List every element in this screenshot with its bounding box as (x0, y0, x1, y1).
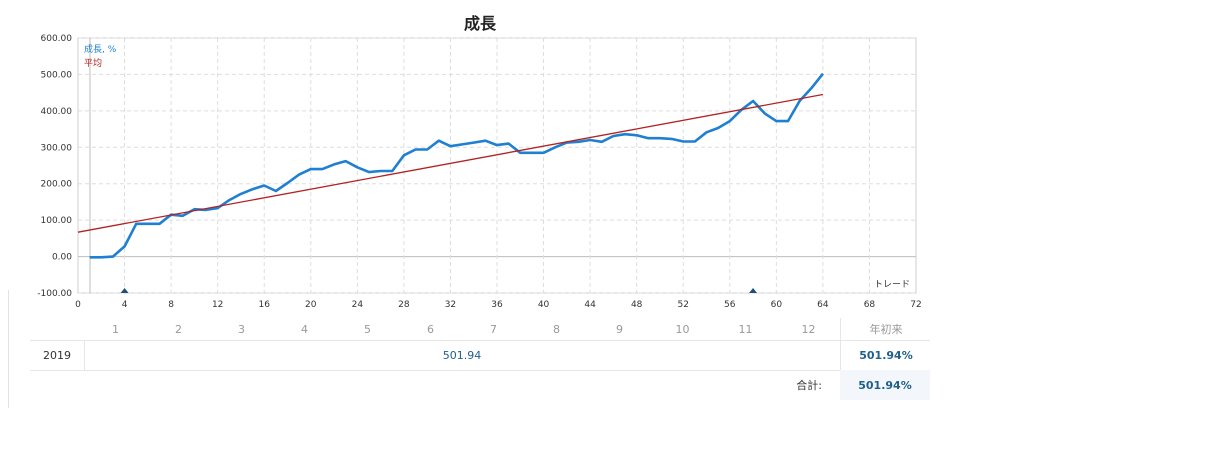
month-header: 2 (175, 322, 182, 336)
year-ytd-value: 501.94% (840, 340, 931, 370)
month-header: 3 (238, 322, 245, 336)
x-tick-label: 72 (910, 300, 921, 310)
x-axis-ticks: 0 4 8 12 16 20 24 28 32 36 40 44 48 52 56 60 64 68 72 (75, 300, 922, 310)
growth-line (89, 72, 824, 259)
y-tick-label: 400.00 (41, 107, 73, 117)
months-header-row: 年初来 1 2 3 4 5 6 7 8 9 10 11 12 (30, 318, 930, 341)
month-header: 6 (427, 322, 434, 336)
x-tick-label: 20 (305, 300, 317, 310)
left-border (8, 290, 9, 408)
x-tick-label: 36 (491, 300, 503, 310)
ytd-header: 年初来 (840, 318, 931, 340)
x-tick-label: 48 (631, 300, 643, 310)
grid-lines (78, 37, 916, 294)
x-tick-label: 52 (677, 300, 688, 310)
x-tick-label: 24 (352, 300, 364, 310)
month-header: 11 (738, 322, 753, 336)
x-tick-label: 68 (864, 300, 876, 310)
x-tick-label: 8 (168, 300, 174, 310)
month-header: 4 (301, 322, 308, 336)
monthly-summary-table: 年初来 1 2 3 4 5 6 7 8 9 10 11 12 2019 501.94 501.94% … (30, 318, 930, 400)
x-tick-label: 16 (258, 300, 270, 310)
x-tick-label: 12 (212, 300, 223, 310)
year-label: 2019 (30, 340, 85, 370)
total-value: 501.94% (840, 370, 930, 400)
x-tick-label: 64 (817, 300, 829, 310)
y-tick-label: 600.00 (41, 34, 73, 44)
y-tick-label: 300.00 (41, 143, 73, 153)
x-tick-label: 60 (771, 300, 783, 310)
x-tick-label: 44 (584, 300, 596, 310)
legend-growth: 成長, % (84, 43, 117, 55)
chart-title: 成長 (463, 14, 496, 33)
month-header: 8 (553, 322, 560, 336)
y-tick-label: 0.00 (52, 253, 72, 263)
x-tick-label: 4 (122, 300, 128, 310)
trade-marker (749, 288, 758, 293)
total-label: 合計: (796, 379, 822, 392)
x-tick-label: 32 (445, 300, 456, 310)
x-tick-label: 40 (538, 300, 550, 310)
y-tick-label: 500.00 (41, 70, 73, 80)
legend-average: 平均 (84, 57, 102, 69)
month-header: 1 (112, 322, 119, 336)
x-tick-label: 0 (75, 300, 81, 310)
y-tick-label: -100.00 (37, 289, 72, 299)
x-tick-label: 28 (398, 300, 410, 310)
month-header: 12 (801, 322, 816, 336)
month-header: 7 (490, 322, 497, 336)
average-line (77, 93, 824, 233)
series-layer (77, 72, 824, 259)
trade-markers (120, 288, 758, 293)
month-header: 9 (616, 322, 623, 336)
trade-marker (120, 288, 129, 293)
x-tick-label: 56 (724, 300, 736, 310)
y-tick-label: 200.00 (41, 180, 73, 190)
year-row: 2019 501.94 501.94% (30, 340, 930, 371)
y-tick-label: 100.00 (41, 216, 73, 226)
month-header: 10 (675, 322, 690, 336)
month-header: 5 (364, 322, 371, 336)
x-axis-label: トレード (874, 280, 910, 290)
y-axis-ticks: -100.00 0.00 100.00 200.00 300.00 400.00 500.0… (37, 34, 72, 299)
growth-chart: -100.00 0.00 100.00 200.00 300.00 400.00 500.0… (37, 34, 922, 310)
total-row: 合計: 501.94% (30, 370, 930, 400)
year-value: 501.94 (442, 348, 482, 362)
